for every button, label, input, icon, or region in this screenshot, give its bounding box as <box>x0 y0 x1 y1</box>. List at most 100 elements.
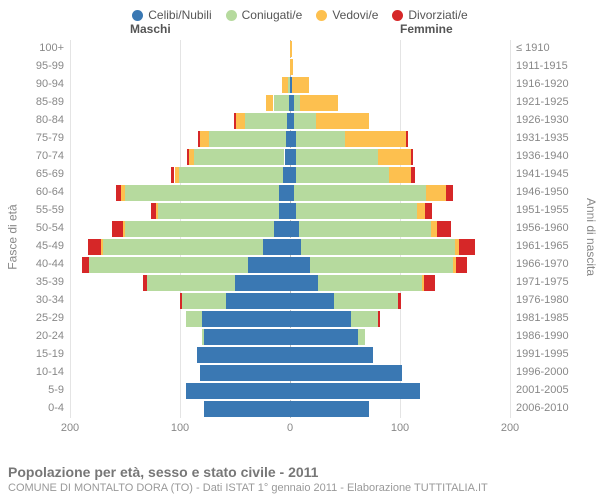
legend-swatch <box>132 10 143 21</box>
bar-female-single <box>290 293 334 309</box>
pyramid-row <box>25 346 575 364</box>
bar-male-single <box>204 329 290 345</box>
bar-male-widowed <box>101 239 103 255</box>
bar-female-married <box>296 203 417 219</box>
pyramid-row <box>25 184 575 202</box>
pyramid-row <box>25 166 575 184</box>
bar-female-single <box>290 257 310 273</box>
bar-male-married <box>202 329 204 345</box>
bar-female-widowed <box>426 185 446 201</box>
pyramid-row <box>25 382 575 400</box>
bar-male-divorced <box>151 203 155 219</box>
bar-female-married <box>294 113 316 129</box>
y-axis-title-left: Fasce di età <box>6 204 20 269</box>
pyramid-row <box>25 220 575 238</box>
bar-female-widowed <box>345 131 406 147</box>
pyramid-row <box>25 238 575 256</box>
pyramid-row <box>25 76 575 94</box>
bar-male-married <box>89 257 249 273</box>
bar-male-married <box>179 167 284 183</box>
bar-male-married <box>158 203 279 219</box>
bar-male-widowed <box>266 95 274 111</box>
bar-female-married <box>310 257 453 273</box>
bar-female-widowed <box>300 95 339 111</box>
bar-male-single <box>197 347 291 363</box>
bar-male-divorced <box>171 167 174 183</box>
bar-male-single <box>263 239 291 255</box>
bar-male-single <box>248 257 290 273</box>
bar-male-widowed <box>236 113 245 129</box>
pyramid-row <box>25 40 575 58</box>
bar-female-single <box>290 311 351 327</box>
bar-female-married <box>318 275 423 291</box>
legend-label: Vedovi/e <box>332 8 378 22</box>
bar-female-divorced <box>378 311 380 327</box>
header-male: Maschi <box>130 22 171 36</box>
bar-male-single <box>186 383 291 399</box>
legend-item: Vedovi/e <box>316 8 378 22</box>
bar-female-single <box>290 365 402 381</box>
legend-swatch <box>226 10 237 21</box>
x-tick-label: 200 <box>61 422 79 434</box>
x-tick-label: 100 <box>171 422 189 434</box>
bar-male-divorced <box>187 149 189 165</box>
bar-male-widowed <box>200 131 209 147</box>
pyramid-row <box>25 310 575 328</box>
bar-female-divorced <box>406 131 408 147</box>
bar-male-divorced <box>143 275 147 291</box>
bar-female-single <box>290 401 369 417</box>
bar-female-married <box>296 167 390 183</box>
bar-female-married <box>299 221 431 237</box>
legend-label: Divorziati/e <box>408 8 467 22</box>
bar-female-divorced <box>456 257 467 273</box>
bar-male-divorced <box>180 293 182 309</box>
legend-swatch <box>316 10 327 21</box>
bar-female-single <box>290 221 299 237</box>
footer-title: Popolazione per età, sesso e stato civil… <box>8 464 488 480</box>
bar-male-single <box>226 293 290 309</box>
bar-female-widowed <box>378 149 411 165</box>
bar-male-divorced <box>88 239 101 255</box>
x-tick-label: 100 <box>391 422 409 434</box>
bar-male-single <box>200 365 290 381</box>
legend: Celibi/Nubili Coniugati/e Vedovi/e Divorzia… <box>0 0 600 22</box>
bar-female-single <box>290 347 373 363</box>
pyramid-row <box>25 130 575 148</box>
bar-male-married <box>209 131 286 147</box>
y-axis-title-right: Anni di nascita <box>584 198 598 276</box>
bar-female-married <box>296 131 346 147</box>
bar-male-single <box>283 167 290 183</box>
bar-female-divorced <box>411 167 415 183</box>
bar-female-married <box>334 293 398 309</box>
bar-female-married <box>351 311 379 327</box>
bar-male-married <box>147 275 235 291</box>
pyramid-row <box>25 400 575 418</box>
bar-female-widowed <box>316 113 369 129</box>
chart-footer: Popolazione per età, sesso e stato civil… <box>8 464 488 494</box>
legend-item: Coniugati/e <box>226 8 303 22</box>
pyramid-row <box>25 364 575 382</box>
bar-male-married <box>186 311 203 327</box>
bar-female-widowed <box>431 221 438 237</box>
bar-male-divorced <box>82 257 89 273</box>
bar-male-single <box>279 203 290 219</box>
bar-male-widowed <box>156 203 158 219</box>
bar-male-divorced <box>116 185 120 201</box>
pyramid-row <box>25 274 575 292</box>
pyramid-row <box>25 112 575 130</box>
bar-female-widowed <box>290 41 292 57</box>
bar-female-widowed <box>292 77 309 93</box>
bar-female-married <box>301 239 455 255</box>
bar-female-single <box>290 275 318 291</box>
pyramid-row <box>25 292 575 310</box>
bar-female-divorced <box>425 203 432 219</box>
bar-female-divorced <box>411 149 413 165</box>
bar-female-widowed <box>290 59 293 75</box>
bar-male-married <box>125 221 274 237</box>
legend-item: Celibi/Nubili <box>132 8 211 22</box>
x-tick-label: 200 <box>501 422 519 434</box>
pyramid-row <box>25 202 575 220</box>
bar-male-married <box>245 113 287 129</box>
bar-male-divorced <box>234 113 236 129</box>
bar-female-single <box>290 383 420 399</box>
